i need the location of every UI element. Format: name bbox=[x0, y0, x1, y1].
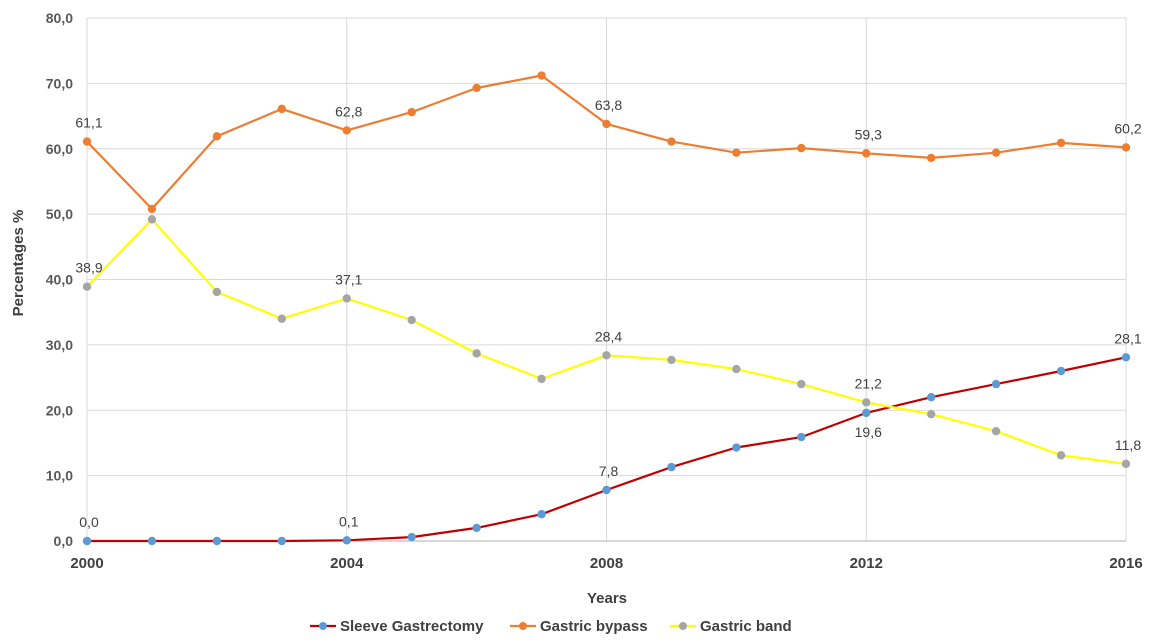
x-tick-label: 2004 bbox=[330, 555, 364, 572]
gastric-bypass-point bbox=[82, 137, 92, 146]
legend-item-gastric-band: Gastric band bbox=[670, 618, 792, 635]
x-tick-label: 2000 bbox=[70, 555, 103, 572]
gastric-bypass-point bbox=[1056, 138, 1066, 148]
legend: Sleeve Gastrectomy Gastric bypass Gastric … bbox=[310, 618, 792, 635]
y-tick-label: 70,0 bbox=[46, 75, 73, 91]
gastric-bypass-point bbox=[926, 153, 936, 163]
y-tick-label: 80,0 bbox=[46, 10, 73, 26]
sleeve-gastrectomy-point bbox=[926, 392, 936, 402]
gastric-bypass-point bbox=[732, 148, 741, 157]
sleeve-gastrectomy-data-label: 0,1 bbox=[339, 513, 359, 529]
sleeve-gastrectomy-point bbox=[212, 536, 222, 546]
sleeve-gastrectomy-point bbox=[1121, 353, 1131, 362]
gastric-band-data-label: 37,1 bbox=[335, 271, 362, 287]
data-labels: 0,0 0,1 7,8 19,6 28,1 61,1 62,8 63,8 59,3 60,2 38,… bbox=[75, 97, 1141, 530]
gastric-band-point bbox=[212, 287, 222, 297]
gastric-band-point bbox=[342, 294, 351, 303]
gastric-bypass-data-label: 63,8 bbox=[595, 97, 622, 113]
gastric-bypass-point bbox=[407, 107, 416, 117]
gastric-band-point bbox=[797, 379, 806, 389]
y-tick-label: 60,0 bbox=[46, 141, 73, 157]
sleeve-gastrectomy-data-label: 7,8 bbox=[599, 463, 619, 479]
gastric-bypass-point bbox=[537, 71, 546, 80]
legend-label: Sleeve Gastrectomy bbox=[340, 618, 484, 635]
legend-label: Gastric band bbox=[700, 618, 792, 635]
sleeve-gastrectomy-point bbox=[342, 536, 351, 545]
gastric-band-point bbox=[1056, 451, 1066, 460]
sleeve-gastrectomy-data-label: 0,0 bbox=[79, 514, 99, 530]
y-tick-label: 0,0 bbox=[54, 533, 74, 549]
gastric-band-point bbox=[277, 314, 287, 323]
sleeve-gastrectomy-point bbox=[667, 462, 676, 472]
gastric-band-data-label: 38,9 bbox=[75, 260, 102, 276]
sleeve-gastrectomy-point bbox=[472, 523, 481, 533]
x-tick-label: 2012 bbox=[850, 555, 883, 572]
sleeve-gastrectomy-point bbox=[991, 379, 1001, 389]
gastric-band-point bbox=[602, 351, 611, 360]
legend-label: Gastric bypass bbox=[540, 618, 648, 635]
gastric-bypass-point bbox=[342, 126, 351, 135]
gastric-band-point bbox=[147, 215, 157, 224]
gastric-bypass-point bbox=[147, 204, 157, 214]
gastric-bypass-data-label: 59,3 bbox=[855, 126, 882, 142]
gastric-bypass-point bbox=[797, 143, 806, 153]
legend-swatch-marker bbox=[519, 622, 527, 630]
gastric-band-point bbox=[472, 349, 481, 358]
legend-swatch-marker bbox=[319, 622, 327, 630]
gastric-band-point bbox=[926, 409, 936, 419]
y-tick-label: 40,0 bbox=[46, 272, 73, 288]
sleeve-gastrectomy-point bbox=[797, 432, 806, 442]
gastric-bypass-data-label: 60,2 bbox=[1114, 120, 1141, 136]
x-tick-label: 2008 bbox=[590, 555, 623, 572]
y-tick-label: 20,0 bbox=[46, 402, 73, 418]
gastric-bypass-point bbox=[667, 137, 676, 146]
legend-item-sleeve-gastrectomy: Sleeve Gastrectomy bbox=[310, 618, 484, 635]
gastric-band-point bbox=[667, 355, 676, 365]
x-axis-title: Years bbox=[587, 590, 627, 607]
y-axis-title: Percentages % bbox=[10, 210, 27, 317]
gastric-band-point bbox=[1121, 459, 1131, 469]
gastric-band-point bbox=[407, 315, 416, 325]
gastric-bypass-point bbox=[602, 119, 611, 129]
gastric-band-point bbox=[991, 426, 1001, 436]
sleeve-gastrectomy-point bbox=[277, 536, 287, 546]
sleeve-gastrectomy-point bbox=[147, 536, 157, 546]
gastric-bypass-point bbox=[277, 104, 287, 114]
gastric-band-point bbox=[732, 364, 741, 374]
grid-lines bbox=[86, 17, 1127, 541]
sleeve-gastrectomy-point bbox=[537, 509, 546, 519]
gastric-band-point bbox=[537, 374, 546, 384]
y-tick-label: 50,0 bbox=[46, 206, 73, 222]
legend-swatch-marker bbox=[679, 622, 687, 630]
axes: 0,0 10,0 20,0 30,0 40,0 50,0 60,0 70,0 80,0 2000 2… bbox=[46, 10, 1143, 572]
y-tick-label: 10,0 bbox=[46, 468, 73, 484]
sleeve-gastrectomy-point bbox=[1056, 366, 1066, 376]
gastric-band-data-label: 21,2 bbox=[855, 375, 882, 391]
sleeve-gastrectomy-point bbox=[82, 536, 92, 546]
gastric-band-data-label: 28,4 bbox=[595, 328, 622, 344]
gastric-band-point bbox=[82, 282, 92, 291]
gastric-bypass-point bbox=[1121, 143, 1131, 152]
sleeve-gastrectomy-point bbox=[862, 408, 871, 418]
gastric-bypass-data-label: 62,8 bbox=[335, 103, 362, 119]
y-tick-label: 30,0 bbox=[46, 337, 73, 353]
gastric-bypass-point bbox=[212, 132, 222, 141]
sleeve-gastrectomy-data-label: 19,6 bbox=[855, 424, 882, 440]
gastric-bypass-point bbox=[862, 149, 871, 158]
gastric-band-data-label: 11,8 bbox=[1115, 437, 1141, 453]
gastric-bypass-data-label: 61,1 bbox=[75, 115, 102, 131]
sleeve-gastrectomy-point bbox=[602, 485, 611, 495]
x-tick-label: 2016 bbox=[1109, 555, 1142, 572]
sleeve-gastrectomy-point bbox=[732, 443, 741, 452]
series-lines bbox=[82, 71, 1131, 546]
sleeve-gastrectomy-data-label: 28,1 bbox=[1114, 330, 1141, 346]
legend-item-gastric-bypass: Gastric bypass bbox=[510, 618, 648, 635]
gastric-band-point bbox=[862, 398, 871, 407]
sleeve-gastrectomy-point bbox=[407, 532, 416, 542]
gastric-bypass-point bbox=[991, 148, 1001, 157]
gastric-bypass-point bbox=[472, 83, 481, 93]
